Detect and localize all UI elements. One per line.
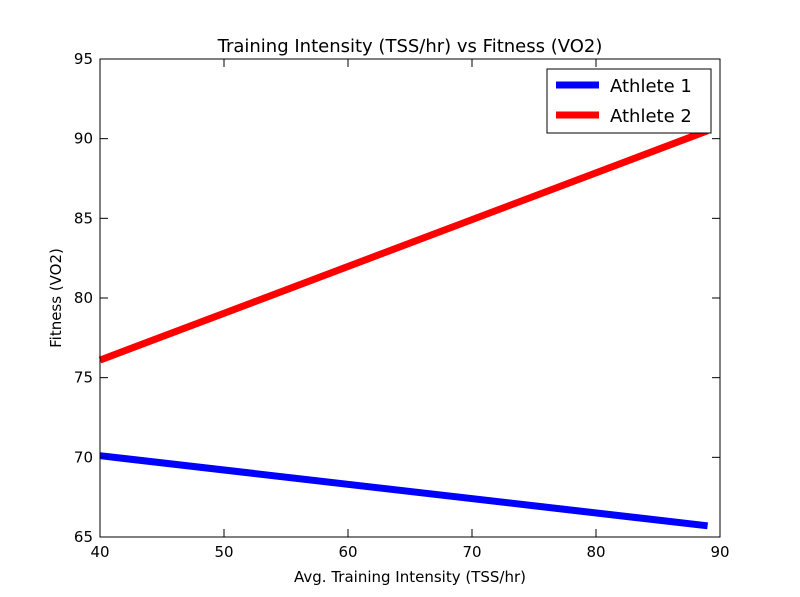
series-line-1 (99, 452, 709, 530)
legend-label-2: Athlete 2 (610, 106, 692, 127)
legend: Athlete 1 Athlete 2 (546, 68, 712, 134)
chart-title: Training Intensity (TSS/hr) vs Fitness (… (217, 36, 603, 57)
ticks-layer: 40 50 60 70 80 90 65 70 75 80 85 90 95 (74, 50, 730, 561)
x-tick-label: 90 (710, 543, 729, 561)
x-tick-label: 80 (586, 543, 605, 561)
legend-label-1: Athlete 1 (610, 76, 692, 97)
series-line-2 (98, 127, 709, 364)
y-tick-label: 70 (74, 448, 93, 466)
x-tick-label: 70 (462, 543, 481, 561)
x-axis-label: Avg. Training Intensity (TSS/hr) (294, 568, 526, 586)
x-tick-label: 60 (338, 543, 357, 561)
y-tick-label: 75 (74, 369, 93, 387)
y-axis-label: Fitness (VO2) (47, 248, 65, 348)
x-tick-label: 50 (214, 543, 233, 561)
y-tick-label: 95 (74, 50, 93, 68)
y-tick-label: 85 (74, 209, 93, 227)
y-tick-label: 65 (74, 528, 93, 546)
y-tick-label: 90 (74, 130, 93, 148)
series-layer (98, 127, 709, 530)
legend-box (546, 68, 712, 134)
x-tick-label: 40 (90, 543, 109, 561)
y-tick-label: 80 (74, 289, 93, 307)
